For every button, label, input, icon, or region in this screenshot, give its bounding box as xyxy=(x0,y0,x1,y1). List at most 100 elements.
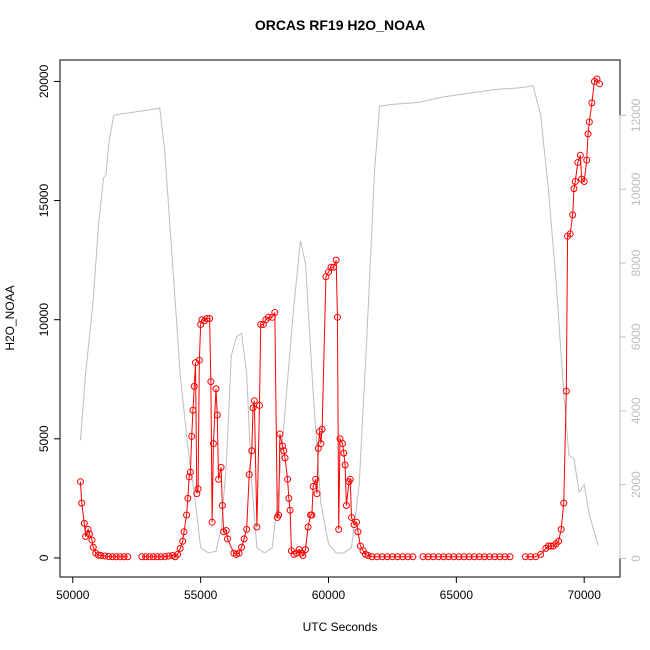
data-point xyxy=(94,551,102,559)
data-point xyxy=(203,315,211,322)
data-point xyxy=(255,401,263,409)
data-point xyxy=(276,430,284,438)
data-point xyxy=(240,535,248,543)
data-point xyxy=(190,382,198,390)
data-point xyxy=(574,158,582,166)
data-point xyxy=(394,553,402,561)
data-point xyxy=(364,552,372,560)
data-point xyxy=(189,406,197,414)
data-point xyxy=(264,313,272,321)
data-point xyxy=(429,553,437,561)
data-point xyxy=(85,530,93,538)
chart-title: ORCAS RF19 H2O_NOAA xyxy=(255,17,425,33)
y2-tick-label: 0 xyxy=(629,555,643,562)
data-point xyxy=(235,549,243,557)
data-point xyxy=(368,553,376,561)
data-point xyxy=(278,442,286,450)
data-point xyxy=(120,553,128,561)
data-point xyxy=(97,552,105,560)
data-point xyxy=(588,99,596,107)
data-point xyxy=(101,552,109,560)
data-point xyxy=(184,494,192,502)
data-point xyxy=(309,482,317,490)
data-point xyxy=(84,525,92,533)
data-point xyxy=(346,475,354,483)
data-point xyxy=(218,502,226,510)
data-point xyxy=(566,230,574,238)
data-point xyxy=(194,485,202,493)
data-point xyxy=(486,553,494,561)
data-point xyxy=(340,449,348,457)
data-point xyxy=(217,463,225,471)
x-tick-label: 65000 xyxy=(440,588,474,602)
data-point xyxy=(193,490,201,498)
data-point xyxy=(183,511,191,519)
data-point xyxy=(580,178,588,186)
data-point xyxy=(212,385,220,393)
data-point xyxy=(342,502,350,510)
data-point xyxy=(112,553,120,561)
data-point xyxy=(521,553,529,561)
y-tick-label: 20000 xyxy=(37,64,51,98)
x-tick-label: 70000 xyxy=(568,588,602,602)
data-point xyxy=(78,499,86,507)
data-point xyxy=(206,315,214,322)
x-tick-label: 60000 xyxy=(312,588,346,602)
data-point xyxy=(301,546,309,554)
data-point xyxy=(480,553,488,561)
data-point xyxy=(353,518,361,526)
y2-tick-label: 10000 xyxy=(629,172,643,206)
data-point xyxy=(80,519,88,527)
data-point xyxy=(527,553,535,561)
data-point xyxy=(161,553,169,561)
data-point xyxy=(275,511,283,519)
data-point xyxy=(245,471,253,479)
data-point xyxy=(378,553,386,561)
data-point xyxy=(317,440,325,448)
data-point xyxy=(76,478,84,486)
data-point xyxy=(284,475,292,483)
data-point xyxy=(223,535,231,543)
data-point xyxy=(116,553,124,561)
data-point xyxy=(475,553,483,561)
data-point xyxy=(149,553,157,561)
data-point xyxy=(192,359,200,367)
y2-tick-label: 6000 xyxy=(629,323,643,350)
y-tick-label: 15000 xyxy=(37,184,51,218)
data-point xyxy=(105,553,113,561)
data-point xyxy=(455,553,463,561)
data-point xyxy=(373,553,381,561)
data-point xyxy=(157,553,165,561)
data-point xyxy=(124,553,132,561)
y-axis-label: H2O_NOAA xyxy=(3,285,17,350)
x-axis-label: UTC Seconds xyxy=(303,620,378,634)
y-tick-label: 10000 xyxy=(37,303,51,337)
data-point xyxy=(354,528,362,536)
data-point xyxy=(445,553,453,561)
data-point xyxy=(186,468,194,476)
data-point xyxy=(332,256,340,264)
data-point xyxy=(257,320,265,328)
data-point xyxy=(318,425,326,433)
data-point xyxy=(299,552,307,560)
data-point xyxy=(596,80,604,88)
data-point xyxy=(138,553,146,561)
data-point xyxy=(108,553,116,561)
data-point xyxy=(583,156,591,164)
data-point xyxy=(450,553,458,561)
data-point xyxy=(174,550,182,558)
data-point xyxy=(383,553,391,561)
x-tick-label: 55000 xyxy=(184,588,218,602)
data-point xyxy=(142,553,150,561)
data-point xyxy=(249,404,257,412)
data-point xyxy=(544,542,552,550)
data-point xyxy=(506,553,514,561)
data-point xyxy=(215,475,223,483)
data-point xyxy=(213,411,221,419)
y2-tick-label: 8000 xyxy=(629,249,643,276)
data-point xyxy=(207,378,215,386)
data-point xyxy=(537,550,545,558)
data-point xyxy=(584,130,592,138)
data-point xyxy=(208,518,216,526)
